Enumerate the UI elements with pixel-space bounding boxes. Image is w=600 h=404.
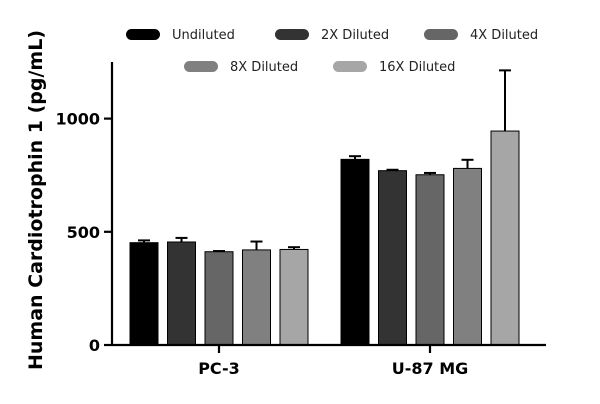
legend-swatch: [275, 29, 309, 40]
y-ticks: 0 500 1000: [55, 110, 112, 355]
x-category-label: PC-3: [198, 359, 240, 378]
legend-swatch: [424, 29, 458, 40]
bar: [490, 130, 520, 346]
bars-group: [129, 130, 520, 346]
legend-label: Undiluted: [172, 28, 235, 43]
legend-swatch: [333, 61, 367, 72]
bar: [129, 242, 159, 346]
bar: [340, 158, 370, 346]
legend-label: 2X Diluted: [321, 28, 389, 43]
y-tick-label: 1000: [55, 110, 100, 129]
axes: [110, 62, 546, 347]
bar: [242, 249, 271, 346]
legend-swatch: [184, 61, 218, 72]
y-tick-label: 0: [89, 336, 100, 355]
bar: [167, 241, 196, 346]
legend-label: 8X Diluted: [230, 60, 298, 75]
x-category-label: U-87 MG: [392, 359, 469, 378]
bar: [378, 170, 407, 346]
bar: [279, 248, 309, 346]
bar: [204, 251, 234, 346]
legend-label: 4X Diluted: [470, 28, 538, 43]
legend: Undiluted 2X Diluted 4X Diluted 8X Diluted 1…: [126, 28, 538, 75]
bar: [415, 174, 445, 346]
y-tick-label: 500: [67, 223, 100, 242]
bar: [453, 167, 482, 346]
error-bars-group: [138, 69, 511, 253]
x-categories: PC-3 U-87 MG: [198, 345, 468, 378]
legend-swatch: [126, 29, 160, 40]
legend-label: 16X Diluted: [379, 60, 455, 75]
y-axis-title: Human Cardiotrophin 1 (pg/mL): [25, 30, 47, 370]
